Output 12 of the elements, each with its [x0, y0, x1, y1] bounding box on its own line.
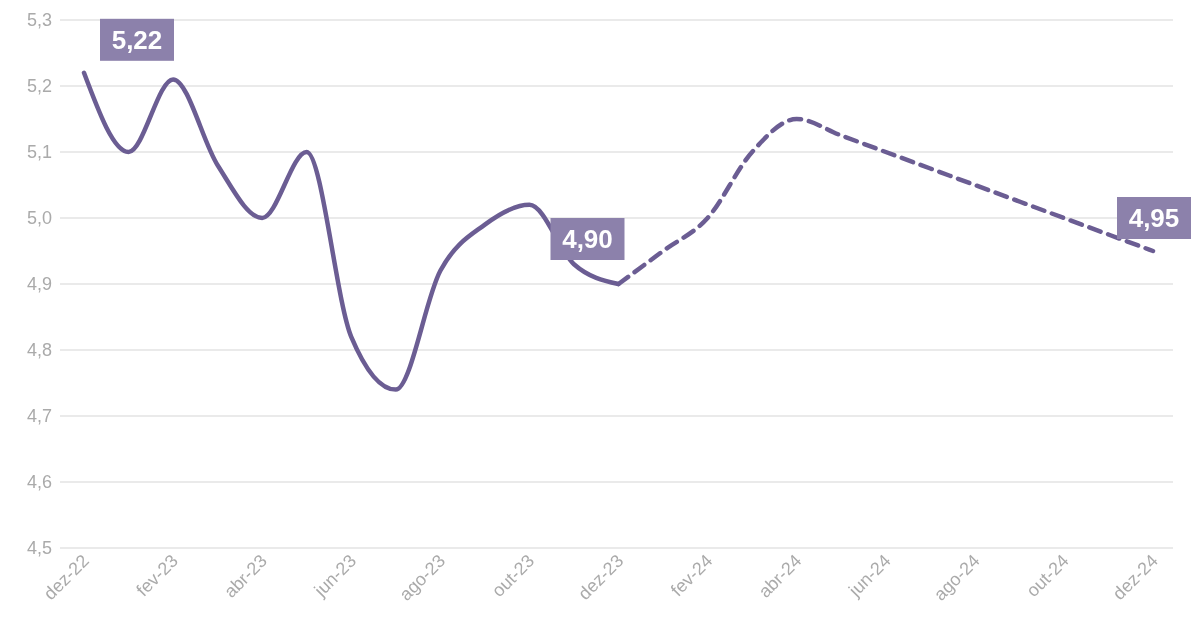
y-tick-label: 5,1: [26, 142, 52, 162]
y-tick-label: 4,7: [26, 406, 52, 426]
y-tick-label: 5,2: [26, 76, 52, 96]
y-tick-label: 4,8: [26, 340, 52, 360]
y-tick-label: 4,9: [26, 274, 52, 294]
y-tick-label: 4,6: [26, 472, 52, 492]
y-tick-label: 5,3: [26, 10, 52, 30]
data-label: 4,95: [1128, 203, 1180, 233]
data-label: 5,22: [111, 24, 163, 55]
y-tick-label: 5,0: [26, 208, 52, 228]
y-tick-label: 4,5: [26, 538, 52, 558]
data-label: 4,90: [562, 224, 613, 254]
